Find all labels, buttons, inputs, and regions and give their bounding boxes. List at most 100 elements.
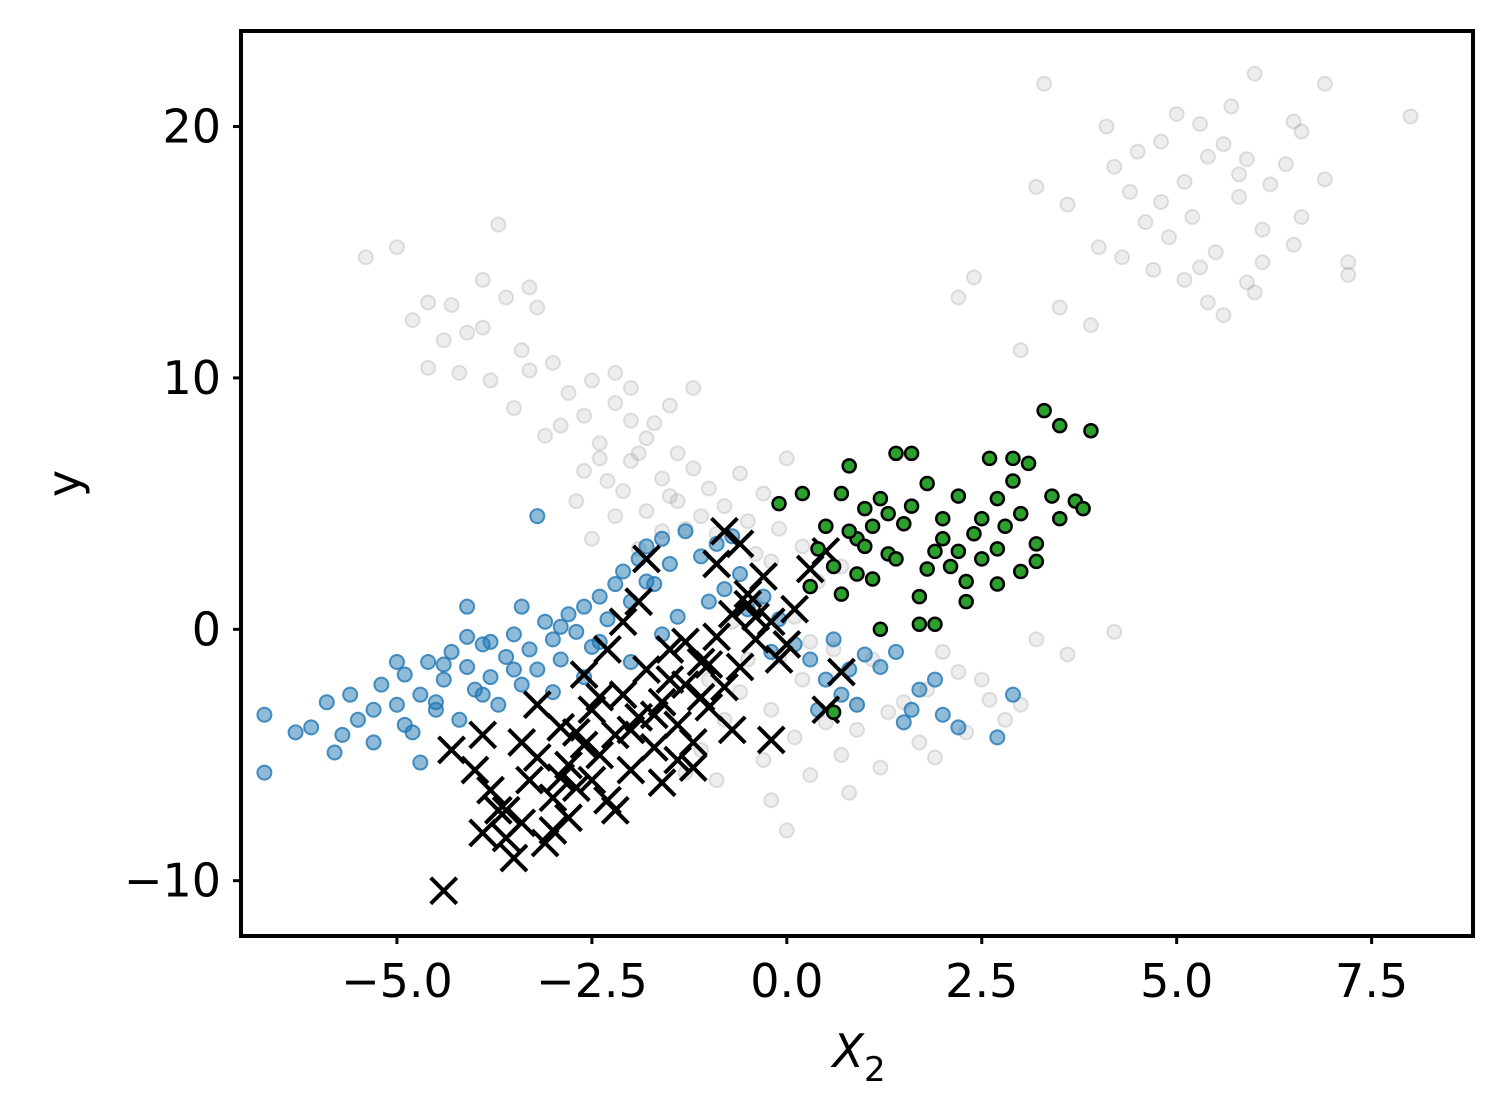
y-tick-label: −10 bbox=[124, 854, 221, 908]
data-point-series-4 bbox=[1044, 488, 1060, 504]
data-point-series-1 bbox=[934, 643, 951, 660]
data-point-series-2 bbox=[459, 628, 476, 645]
data-point-series-2 bbox=[326, 744, 343, 761]
data-point-series-2 bbox=[459, 659, 476, 676]
data-point-series-2 bbox=[529, 508, 546, 525]
data-point-series-1 bbox=[583, 530, 600, 547]
data-point-series-1 bbox=[1106, 158, 1123, 175]
data-point-series-1 bbox=[607, 508, 624, 525]
data-point-series-1 bbox=[1207, 244, 1224, 261]
data-point-series-2 bbox=[607, 576, 624, 593]
data-point-series-1 bbox=[802, 633, 819, 650]
data-point-series-2 bbox=[287, 724, 304, 741]
data-point-series-2 bbox=[849, 696, 865, 713]
data-point-series-1 bbox=[965, 269, 982, 286]
data-point-series-2 bbox=[802, 651, 819, 668]
data-point-series-4 bbox=[1012, 505, 1029, 522]
data-point-series-2 bbox=[599, 611, 616, 628]
data-point-series-2 bbox=[490, 696, 507, 713]
data-point-series-1 bbox=[1285, 113, 1302, 130]
data-point-series-1 bbox=[576, 462, 593, 479]
data-point-series-2 bbox=[498, 648, 515, 665]
data-point-x-marker bbox=[749, 562, 778, 591]
data-point-x-marker bbox=[616, 755, 646, 785]
data-point-x-marker bbox=[756, 607, 786, 637]
data-point-series-1 bbox=[685, 460, 702, 477]
data-points bbox=[256, 65, 1419, 906]
x-axis-label: X2 bbox=[830, 1024, 885, 1090]
data-point-series-2 bbox=[615, 563, 632, 580]
data-point-series-2 bbox=[825, 631, 842, 648]
data-point-series-1 bbox=[1012, 342, 1029, 359]
data-point-series-2 bbox=[669, 608, 686, 625]
x-tick-label: 0.0 bbox=[750, 954, 823, 1008]
data-point-series-1 bbox=[981, 691, 998, 708]
data-point-series-2 bbox=[716, 581, 733, 598]
data-point-series-1 bbox=[732, 684, 749, 701]
data-point-series-4 bbox=[950, 488, 967, 504]
data-point-series-2 bbox=[459, 598, 476, 615]
data-point-series-4 bbox=[1005, 450, 1021, 467]
data-point-x-marker bbox=[522, 690, 552, 720]
data-point-series-1 bbox=[1223, 98, 1240, 115]
data-point-series-1 bbox=[591, 435, 608, 452]
data-point-series-1 bbox=[521, 362, 538, 379]
x-tick-label: 5.0 bbox=[1140, 954, 1213, 1008]
data-point-series-1 bbox=[661, 488, 678, 505]
data-point-series-4 bbox=[841, 458, 857, 474]
data-point-x-marker bbox=[538, 783, 568, 813]
data-point-series-1 bbox=[817, 714, 834, 731]
data-point-x-marker bbox=[772, 629, 802, 659]
data-point-x-marker bbox=[639, 700, 669, 730]
data-point-series-1 bbox=[1285, 236, 1302, 253]
data-point-series-2 bbox=[552, 618, 569, 635]
x-tick-label: −2.5 bbox=[536, 954, 648, 1008]
data-point-series-4 bbox=[818, 518, 834, 534]
data-point-series-1 bbox=[1215, 136, 1232, 153]
data-point-series-1 bbox=[700, 480, 717, 497]
data-point-series-4 bbox=[935, 510, 951, 527]
data-point-series-4 bbox=[974, 510, 990, 527]
data-point-series-1 bbox=[654, 470, 671, 487]
x-axis-ticks: −5.0 −2.5 0.0 2.5 5.0 7.5 bbox=[341, 936, 1408, 1008]
x-tick-label: −5.0 bbox=[341, 954, 453, 1008]
data-point-x-marker bbox=[569, 660, 599, 689]
data-point-x-marker bbox=[686, 682, 716, 712]
data-point-series-1 bbox=[926, 749, 943, 766]
data-point-series-4 bbox=[903, 445, 920, 462]
data-point-series-1 bbox=[1153, 133, 1170, 150]
data-point-series-1 bbox=[997, 711, 1014, 728]
data-point-series-2 bbox=[474, 686, 491, 703]
data-point-x-marker bbox=[655, 665, 685, 694]
data-point-series-4 bbox=[841, 523, 857, 540]
data-point-x-marker bbox=[717, 715, 747, 745]
data-point-series-4 bbox=[1051, 417, 1068, 434]
data-point-x-marker bbox=[491, 795, 521, 825]
data-point-x-marker bbox=[826, 657, 856, 687]
data-point-series-2 bbox=[412, 686, 429, 703]
data-point-series-1 bbox=[459, 324, 476, 341]
data-point-series-2 bbox=[365, 701, 382, 718]
data-point-series-2 bbox=[560, 606, 577, 623]
data-point-series-4 bbox=[958, 593, 974, 610]
data-point-series-1 bbox=[474, 319, 491, 336]
data-point-series-2 bbox=[420, 653, 437, 670]
data-point-series-2 bbox=[568, 623, 585, 640]
data-point-series-1 bbox=[1184, 209, 1201, 226]
data-point-x-marker bbox=[733, 589, 763, 619]
data-point-series-4 bbox=[880, 505, 896, 522]
data-point-series-1 bbox=[1238, 151, 1255, 168]
data-point-series-1 bbox=[1160, 229, 1177, 246]
data-point-series-2 bbox=[661, 555, 678, 572]
data-point-series-1 bbox=[794, 538, 811, 555]
data-point-x-marker bbox=[577, 695, 607, 725]
data-point-series-1 bbox=[560, 385, 577, 401]
y-axis-ticks: −10 0 10 20 bbox=[124, 100, 241, 908]
data-point-series-2 bbox=[654, 530, 671, 547]
data-point-series-1 bbox=[685, 379, 702, 396]
data-point-x-marker bbox=[702, 549, 732, 579]
data-point-x-marker bbox=[499, 843, 529, 873]
data-point-series-1 bbox=[1402, 108, 1419, 125]
data-point-x-marker bbox=[632, 655, 661, 684]
